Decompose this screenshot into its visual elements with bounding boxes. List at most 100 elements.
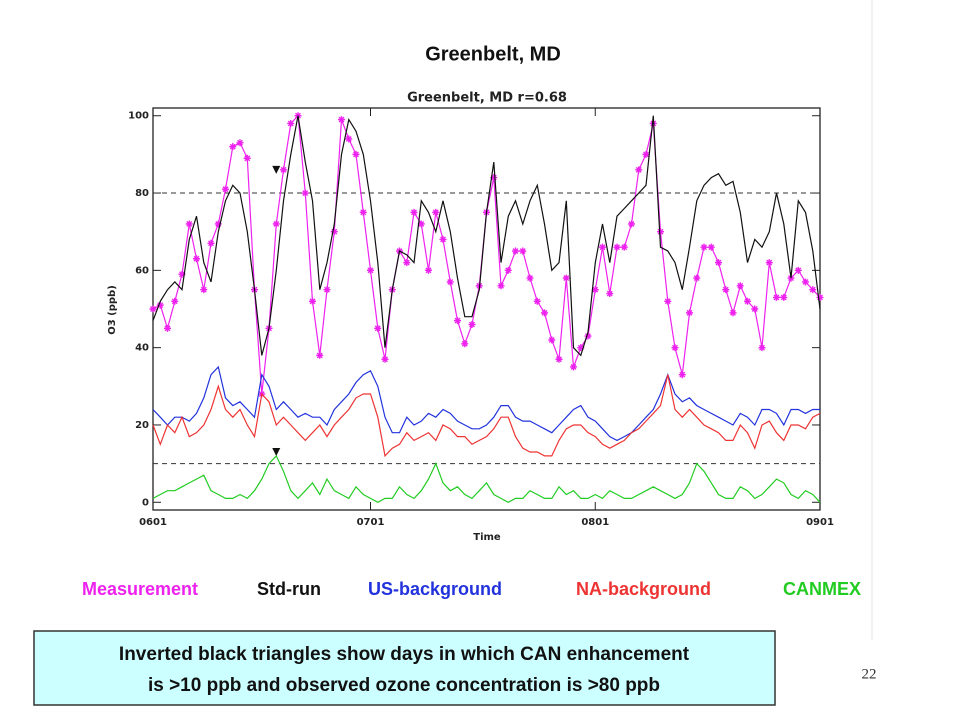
page-number: 22 (862, 666, 877, 682)
data-point (678, 371, 686, 379)
data-point (715, 259, 722, 267)
legend-entry: Std-run (257, 579, 321, 599)
data-point (671, 344, 679, 352)
data-point (272, 220, 280, 228)
y-axis-label: O3 (ppb) (107, 285, 118, 335)
data-point (555, 355, 563, 363)
y-tick-label: 80 (135, 188, 149, 199)
data-point (345, 135, 353, 143)
data-point (439, 235, 447, 243)
data-point (309, 297, 316, 305)
data-point (236, 139, 244, 147)
series-line (152, 374, 821, 458)
data-point (316, 351, 324, 359)
note-box (33, 630, 776, 706)
data-point (707, 243, 715, 251)
series-line (152, 365, 820, 442)
data-point (526, 274, 534, 282)
data-point (816, 293, 824, 301)
plot: Greenbelt, MD r=0.68 O3 (ppb) Time 0 20 40… (107, 91, 834, 544)
data-point (729, 309, 737, 317)
data-point (243, 154, 251, 162)
data-point (541, 309, 548, 317)
data-point (185, 220, 193, 228)
data-point (736, 282, 744, 290)
data-point (700, 243, 708, 251)
y-tick-label: 40 (135, 343, 149, 354)
data-point (497, 282, 505, 290)
data-point (330, 228, 338, 236)
data-point (591, 286, 599, 294)
data-point (367, 266, 374, 274)
data-point (758, 344, 766, 352)
data-point (562, 274, 570, 282)
data-point (214, 220, 222, 228)
data-point (287, 119, 295, 127)
data-point (512, 247, 519, 255)
data-point (519, 247, 527, 255)
plot-title: Greenbelt, MD r=0.68 (407, 91, 567, 106)
data-point (301, 189, 309, 197)
data-point (446, 278, 454, 286)
x-tick-label: 0901 (806, 517, 834, 528)
data-point (200, 286, 208, 294)
data-point (751, 305, 759, 313)
data-point (577, 344, 585, 352)
legend-entry: NA-background (576, 579, 711, 599)
data-point (359, 208, 367, 216)
triangle-marker (272, 448, 281, 457)
data-point (417, 220, 425, 228)
series-line (152, 115, 821, 357)
data-point (599, 243, 606, 251)
data-point (490, 174, 498, 182)
data-point (280, 166, 287, 174)
data-point (178, 270, 186, 278)
data-point (686, 309, 693, 317)
data-point (606, 290, 614, 298)
data-point (693, 274, 701, 282)
data-point (504, 266, 512, 274)
legend-entry: CANMEX (783, 579, 861, 599)
data-point (635, 166, 643, 174)
data-point (794, 266, 802, 274)
series-line (152, 454, 821, 503)
data-point (802, 278, 809, 286)
x-tick-label: 0801 (581, 517, 609, 528)
data-point (642, 150, 650, 158)
data-point (548, 336, 556, 344)
data-point (628, 220, 635, 228)
x-axis-label: Time (473, 532, 501, 543)
data-point (222, 185, 229, 193)
legend-entry: Measurement (82, 579, 198, 599)
triangle-marker (272, 165, 281, 174)
data-point (432, 208, 440, 216)
x-tick-label: 0701 (357, 517, 385, 528)
data-point (193, 255, 200, 263)
note-line: Inverted black triangles show days in wh… (119, 644, 690, 665)
data-point (381, 355, 389, 363)
data-point (156, 301, 164, 309)
data-point (722, 286, 730, 294)
data-point (171, 297, 179, 305)
data-point (374, 324, 382, 332)
data-point (657, 228, 664, 236)
data-point (570, 363, 577, 371)
data-point (229, 143, 237, 151)
data-point (164, 324, 171, 332)
slide-title: Greenbelt, MD (425, 43, 561, 65)
data-point (149, 305, 157, 313)
data-point (468, 320, 476, 328)
legend-entry: US-background (368, 579, 502, 599)
data-point (323, 286, 331, 294)
data-point (664, 297, 672, 305)
data-point (410, 208, 418, 216)
data-point (780, 293, 788, 301)
data-point (338, 116, 345, 124)
data-point (403, 259, 411, 267)
y-tick-label: 20 (135, 420, 149, 431)
y-tick-label: 0 (142, 497, 149, 508)
y-tick-label: 60 (135, 265, 149, 276)
data-point (765, 259, 773, 267)
